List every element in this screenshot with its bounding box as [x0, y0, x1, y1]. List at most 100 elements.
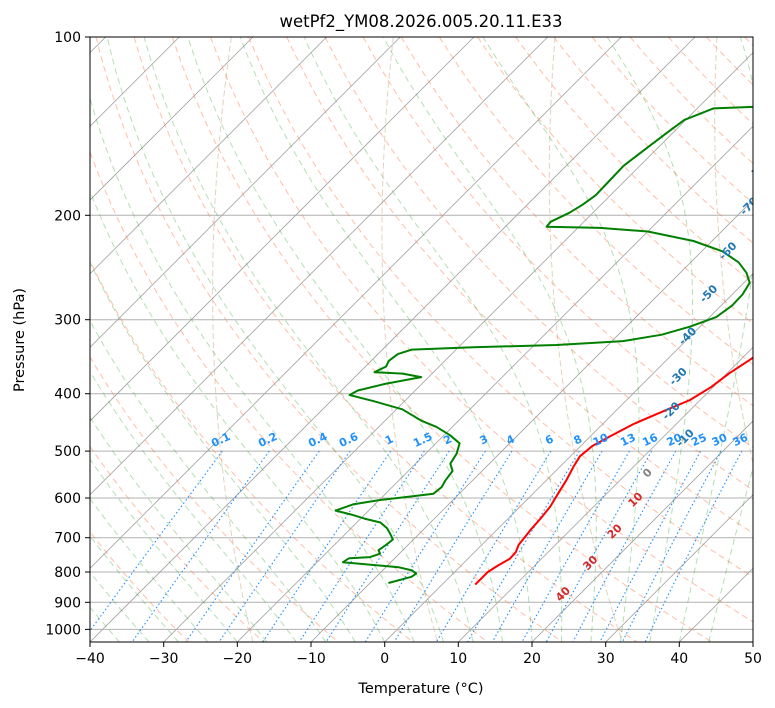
dry-adiabat-line	[90, 355, 339, 642]
mixing-ratio-line	[545, 450, 653, 642]
isotherm-line	[90, 37, 254, 201]
moist-adiabat-line	[90, 260, 356, 642]
background-curve	[212, 37, 254, 642]
profile-line	[334, 105, 753, 584]
isotherm-line	[90, 37, 622, 569]
dry-adiabat-line	[90, 259, 414, 642]
moist-adiabat-line	[90, 458, 238, 642]
y-tick-label: 800	[54, 565, 81, 581]
moist-adiabat-line	[708, 465, 753, 642]
dry-adiabats	[90, 37, 753, 642]
dry-adiabat-line	[90, 445, 264, 642]
mixing-ratio-line	[218, 450, 351, 642]
isotherm-line	[90, 37, 401, 348]
dry-adiabat-line	[400, 37, 753, 407]
moist-adiabat-line	[90, 96, 415, 642]
isotherm-line	[605, 494, 753, 642]
mixing-ratio-lines	[90, 450, 743, 642]
dry-adiabat-label: -80	[747, 153, 770, 176]
moist-adiabat-line	[90, 189, 386, 642]
background-curve	[548, 37, 623, 642]
dry-adiabat-line	[362, 37, 753, 449]
y-axis-ticks: 100 200 300 400 500 600 700 800 900 1000	[45, 30, 90, 638]
dry-adiabat-line	[553, 37, 753, 244]
x-tick-label: −20	[223, 651, 253, 667]
y-tick-label: 700	[54, 531, 81, 547]
mixing-ratio-label: 30	[710, 431, 730, 449]
x-axis-ticks: −40 −30 −20 −10 0 10 20 30 40 50	[75, 642, 762, 667]
y-tick-label: 500	[54, 444, 81, 460]
moist-adiabats	[90, 37, 753, 642]
x-tick-label: 30	[597, 651, 615, 667]
mixing-ratio-line	[467, 450, 580, 642]
dry-adiabat-line	[324, 37, 753, 491]
moist-adiabat-line	[90, 370, 297, 642]
isotherm-line	[90, 37, 548, 496]
dry-adiabat-line	[248, 37, 753, 578]
moist-adiabat-line	[106, 37, 445, 642]
y-tick-label: 600	[54, 491, 81, 507]
moist-adiabat-line	[90, 535, 179, 642]
y-tick-label: 300	[54, 313, 81, 329]
moist-adiabat-line	[187, 37, 503, 642]
dry-adiabat-line	[286, 37, 753, 534]
isotherm-line	[163, 52, 753, 642]
mixing-ratio-line	[572, 450, 677, 642]
mixing-ratio-label: 13	[618, 431, 637, 449]
moist-adiabat-line	[90, 319, 327, 642]
dry-adiabat-line	[95, 37, 563, 642]
moist-adiabat-line	[90, 497, 209, 642]
profile-series	[334, 105, 753, 586]
x-tick-label: −30	[149, 651, 179, 667]
y-tick-label: 400	[54, 387, 81, 403]
x-tick-label: 20	[523, 651, 541, 667]
pressure-gridlines	[90, 37, 753, 630]
mixing-ratio-line	[621, 450, 722, 642]
dry-adiabat-line	[438, 37, 753, 365]
x-axis-title: Temperature (°C)	[357, 681, 483, 697]
dry-adiabat-line	[133, 37, 638, 642]
mixing-ratio-line	[364, 450, 486, 642]
moist-adiabat-line	[143, 37, 474, 642]
mixing-ratio-label: 25	[689, 431, 708, 449]
x-tick-label: 40	[670, 651, 688, 667]
moist-adiabat-line	[90, 416, 268, 642]
x-tick-label: −40	[75, 651, 105, 667]
plot-frame	[89, 36, 754, 643]
background-curves	[212, 37, 753, 642]
mixing-ratio-label: 10	[591, 431, 611, 449]
y-tick-label: 100	[54, 30, 81, 46]
isotherm-line	[531, 420, 753, 642]
isotherm-line	[237, 125, 753, 642]
y-axis-title: Pressure (hPa)	[12, 288, 28, 392]
dry-adiabat-label: -90	[750, 111, 773, 134]
x-tick-label: 50	[744, 651, 762, 667]
mixing-ratio-line	[599, 450, 701, 642]
mixing-ratio-line	[393, 450, 513, 642]
y-tick-label: 200	[54, 208, 81, 224]
y-tick-label: 900	[54, 595, 81, 611]
moist-adiabat-line	[239, 37, 533, 642]
background-curve	[714, 37, 753, 466]
isotherm-line	[384, 273, 753, 642]
x-tick-label: −10	[296, 651, 326, 667]
mixing-ratio-line	[131, 450, 270, 642]
mixing-ratio-line	[185, 450, 320, 642]
mixing-ratio-line	[521, 450, 630, 642]
isotherm-line	[458, 346, 753, 642]
mixing-ratio-line	[435, 450, 552, 642]
background-curve	[381, 37, 439, 642]
mixing-ratio-label: 36	[731, 431, 751, 449]
moist-adiabat-line	[303, 37, 563, 642]
plot-area: -100-90-80-70-60-50-40-30-20-100.10.20.4…	[90, 37, 773, 642]
mixing-ratio-line	[491, 450, 603, 642]
chart-title: wetPf2_YM08.2026.005.20.11.E33	[279, 12, 562, 32]
x-tick-label: 0	[380, 651, 389, 667]
x-tick-label: 10	[449, 651, 467, 667]
dry-adiabat-line	[210, 37, 753, 623]
isotherm-line	[90, 37, 327, 275]
moist-adiabat-line	[382, 37, 597, 642]
moist-adiabat-line	[482, 37, 640, 642]
